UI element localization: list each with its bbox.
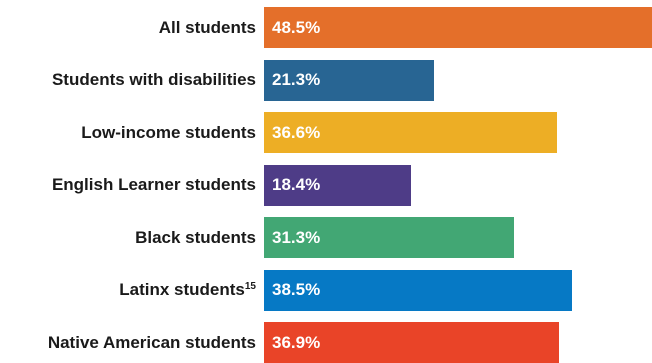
category-label: All students — [0, 18, 256, 38]
data-label: 21.3% — [272, 70, 321, 89]
data-label: 18.4% — [272, 175, 321, 194]
data-label: 31.3% — [272, 227, 321, 247]
category-label: Latinx students15 — [0, 280, 256, 300]
category-label-text: Low-income students — [81, 122, 256, 142]
category-label: English Learner students — [0, 175, 256, 195]
data-label: 48.5% — [272, 17, 321, 37]
category-label-text: All students — [158, 17, 256, 37]
category-label-text: Black students — [135, 227, 256, 247]
bar — [264, 112, 557, 153]
bar — [264, 269, 572, 311]
category-label-text: Latinx students — [119, 280, 245, 299]
category-label-text: English Learner students — [51, 175, 256, 194]
category-label: Black students — [0, 228, 256, 248]
data-label: 36.9% — [272, 332, 321, 352]
bar — [264, 59, 435, 101]
category-label: Native American students — [0, 333, 256, 353]
bar — [264, 7, 652, 48]
data-label: 38.5% — [272, 280, 321, 299]
footnote-marker: 15 — [244, 281, 256, 292]
category-label: Low-income students — [0, 123, 256, 143]
horizontal-bar-chart: All students 48.5% Students with disabilit… — [0, 7, 652, 363]
category-label-text: Students with disabilities — [51, 70, 256, 89]
category-label: Students with disabilities — [0, 70, 256, 90]
category-label-text: Native American students — [47, 332, 256, 352]
bar — [264, 164, 412, 206]
bar — [264, 217, 515, 258]
data-label: 36.6% — [272, 122, 321, 142]
